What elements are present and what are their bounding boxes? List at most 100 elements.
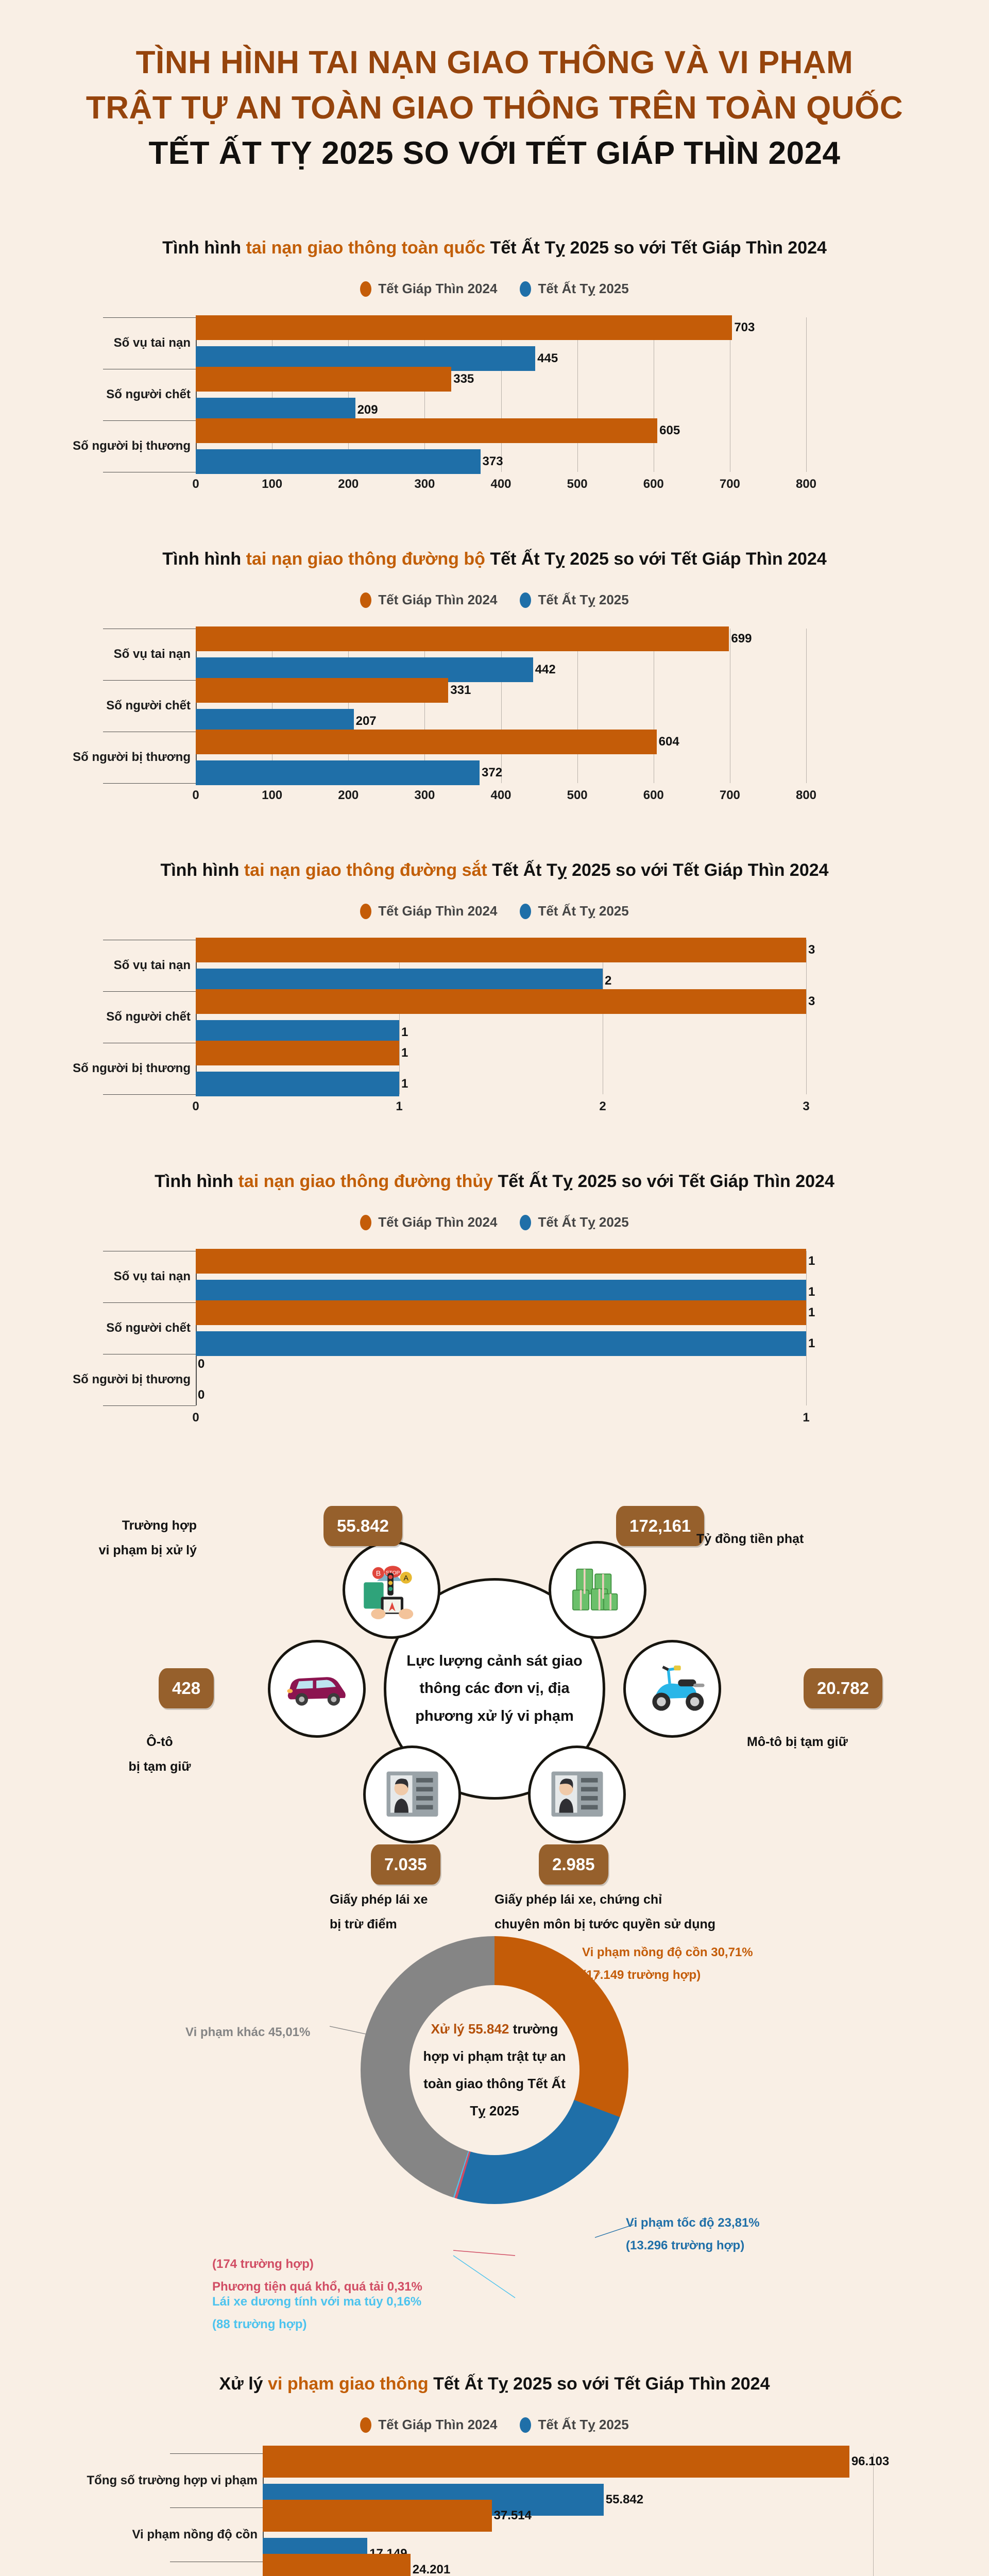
bar-2024 [196, 315, 732, 341]
hub-badge-o-to-tam-giu: 428 [159, 1668, 214, 1709]
bar-value: 703 [734, 320, 755, 335]
chart-title-accent: tai nạn giao thông đường sắt [244, 860, 487, 880]
x-tick-label: 800 [795, 788, 817, 803]
legend-label: Tết Ất Tỵ 2025 [538, 903, 629, 919]
legend-item-2025: Tết Ất Tỵ 2025 [520, 1214, 629, 1230]
bar-value: 37.514 [493, 2508, 532, 2522]
chart-title-accent: vi phạm giao thông [268, 2374, 429, 2394]
bar-value: 1 [808, 1306, 815, 1320]
bar-2025 [196, 760, 480, 786]
legend-item-2024: Tết Giáp Thìn 2024 [360, 1214, 497, 1230]
chart-title-suffix: Tết Ất Tỵ 2025 so với Tết Giáp Thìn 2024 [493, 1172, 834, 1192]
chart-title-prefix: Tình hình [160, 860, 244, 880]
gridline [806, 1251, 807, 1406]
chart-section-duong-sat: Tình hình tai nạn giao thông đường sắt T… [0, 829, 989, 1141]
donut-center-rest: trường hợp vi phạm trật tự an toàn giao … [423, 2021, 566, 2119]
chart-title-suffix: Tết Ất Tỵ 2025 so với Tết Giáp Thìn 2024 [485, 549, 827, 569]
category-tick [103, 680, 196, 681]
axis-bottom-tick [103, 1405, 196, 1406]
category-label: Số người bị thương [73, 1061, 191, 1076]
category-label: Số vụ tai nạn [113, 1269, 191, 1284]
donut-label-text: Phương tiện quá khổ, quá tải 0,31% [212, 2280, 422, 2294]
hub-badge-tien-phat: 172,161 [616, 1506, 705, 1547]
legend-label: Tết Ất Tỵ 2025 [538, 2417, 629, 2433]
legend-label: Tết Ất Tỵ 2025 [538, 1214, 629, 1230]
donut-label-4: Vi phạm khác 45,01% [185, 2021, 310, 2044]
chart-title-accent: tai nạn giao thông đường thủy [238, 1172, 493, 1192]
bar-value: 3 [808, 943, 815, 957]
donut-label-text: Vi phạm nồng độ cồn 30,71% [582, 1945, 753, 1960]
category-label: Số người bị thương [73, 750, 191, 765]
hub-node-mo-to-tam-giu [623, 1640, 721, 1738]
legend-color-dot [360, 281, 372, 297]
donut-label-count: (13.296 trường hợp) [626, 2239, 745, 2253]
bar-2024 [196, 1249, 806, 1274]
chart-section-duong-bo: Tình hình tai nạn giao thông đường bộ Tế… [0, 518, 989, 829]
chart-title-accent: tai nạn giao thông đường bộ [246, 549, 485, 569]
category-label: Vi phạm nồng độ cồn [132, 2527, 258, 2541]
hub-badge-mo-to-tam-giu: 20.782 [804, 1668, 882, 1709]
donut-center: Xử lý 55.842 trường hợp vi phạm trật tự … [410, 1985, 579, 2156]
bar-2025 [196, 1331, 806, 1357]
legend-label: Tết Giáp Thìn 2024 [378, 592, 498, 608]
gridline [348, 317, 349, 472]
donut-section: Xử lý 55.842 trường hợp vi phạm trật tự … [0, 1916, 989, 2343]
chart-legend: Tết Giáp Thìn 2024 Tết Ất Tỵ 2025 [0, 281, 989, 297]
chart-legend: Tết Giáp Thìn 2024 Tết Ất Tỵ 2025 [0, 2417, 989, 2433]
hub-badge-gplx-tuoc-quyen: 2.985 [539, 1844, 608, 1885]
x-tick-label: 700 [719, 788, 740, 803]
bar-value: 0 [198, 1388, 205, 1402]
legend-item-2025: Tết Ất Tỵ 2025 [520, 903, 629, 919]
category-tick [103, 991, 196, 992]
chart-title-prefix: Tình hình [162, 238, 246, 258]
bar-value: 331 [450, 683, 471, 698]
category-tick [103, 420, 196, 421]
hub-node-gplx-tru-diem [363, 1745, 461, 1844]
gridline [501, 317, 502, 472]
svg-text:B: B [376, 1569, 381, 1577]
bar-2024 [196, 989, 806, 1014]
bar-value: 1 [808, 1336, 815, 1351]
x-tick-label: 0 [192, 788, 199, 803]
legend-item-2025: Tết Ất Tỵ 2025 [520, 2417, 629, 2433]
category-label: Số vụ tai nạn [113, 336, 191, 350]
bar-2024 [196, 678, 449, 703]
x-tick-label: 0 [192, 477, 199, 492]
money-icon [567, 1558, 628, 1622]
x-tick-label: 300 [414, 477, 435, 492]
svg-text:A: A [403, 1573, 408, 1582]
license-icon [545, 1768, 609, 1822]
bar-value: 2 [605, 974, 612, 988]
bar-2024 [196, 730, 657, 755]
donut-label-text: Vi phạm tốc độ 23,81% [626, 2216, 760, 2230]
legend-item-2025: Tết Ất Tỵ 2025 [520, 592, 629, 608]
gridline [424, 317, 425, 472]
bar-2024 [263, 2499, 492, 2532]
x-tick-label: 200 [338, 788, 359, 803]
axis-bottom-tick [103, 1094, 196, 1095]
legend-label: Tết Giáp Thìn 2024 [378, 1214, 498, 1230]
donut-label-0: Vi phạm nồng độ cồn 30,71% (17.149 trường… [582, 1941, 753, 1987]
legend-color-dot [360, 903, 372, 919]
x-tick-label: 0 [192, 1411, 199, 1425]
bar-2025 [196, 1072, 399, 1097]
category-tick [170, 2453, 263, 2454]
gridline [501, 629, 502, 784]
bar-2024 [263, 2445, 849, 2478]
hub-caption-line: bị tạm giữ [128, 1759, 191, 1774]
hub-caption-mo-to-tam-giu: Mô-tô bị tạm giữ [747, 1730, 848, 1755]
x-tick-label: 700 [719, 477, 740, 492]
hub-badge-gplx-tru-diem: 7.035 [371, 1844, 440, 1885]
x-tick-label: 1 [803, 1411, 810, 1425]
y-axis-line [196, 317, 197, 472]
legend-label: Tết Giáp Thìn 2024 [378, 281, 498, 297]
hub-caption-line: chuyên môn bị tước quyền sử dụng [494, 1917, 716, 1931]
donut-label-text: Lái xe dương tính với ma túy 0,16% [212, 2295, 422, 2309]
category-tick [170, 2507, 263, 2509]
bar-2024 [196, 626, 729, 652]
legend-item-2024: Tết Giáp Thìn 2024 [360, 281, 497, 297]
traffic-violation-icon: B A STOP [359, 1556, 424, 1624]
chart-title-suffix: Tết Ất Tỵ 2025 so với Tết Giáp Thìn 2024 [428, 2374, 770, 2394]
hub-caption-line: Ô-tô [146, 1735, 173, 1750]
bar-value: 0 [198, 1357, 205, 1371]
